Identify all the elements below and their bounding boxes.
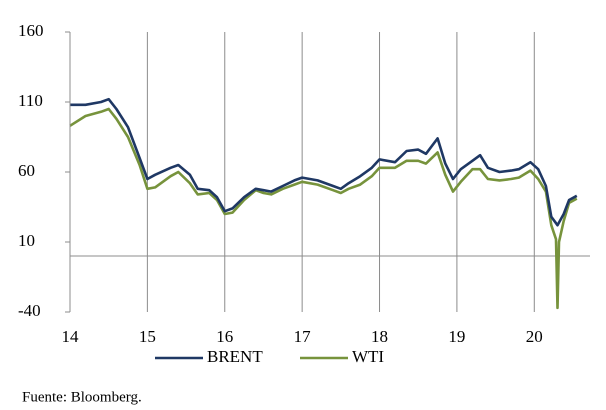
x-tick-label: 15	[139, 327, 156, 346]
y-tick-label: 10	[18, 231, 35, 250]
x-tick-label: 20	[526, 327, 543, 346]
series-line	[69, 107, 578, 310]
x-tick-label: 16	[216, 327, 233, 346]
x-tick-label: 14	[62, 327, 80, 346]
legend-label: WTI	[352, 347, 384, 366]
source-note: Fuente: Bloomberg.	[22, 389, 142, 405]
x-tick-label: 17	[294, 327, 312, 346]
x-tick-label: 19	[448, 327, 465, 346]
x-tick-label: 18	[371, 327, 388, 346]
series-line	[70, 97, 578, 227]
legend-label: BRENT	[207, 347, 263, 366]
y-tick-label: -40	[18, 301, 41, 320]
y-tick-label: 160	[18, 21, 44, 40]
y-tick-label: 110	[18, 91, 43, 110]
y-tick-label: 60	[18, 161, 35, 180]
